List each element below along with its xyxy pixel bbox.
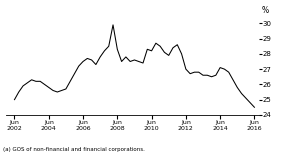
Text: (a) GOS of non-financial and financial corporations.: (a) GOS of non-financial and financial c… — [3, 147, 145, 152]
Text: %: % — [261, 6, 268, 15]
